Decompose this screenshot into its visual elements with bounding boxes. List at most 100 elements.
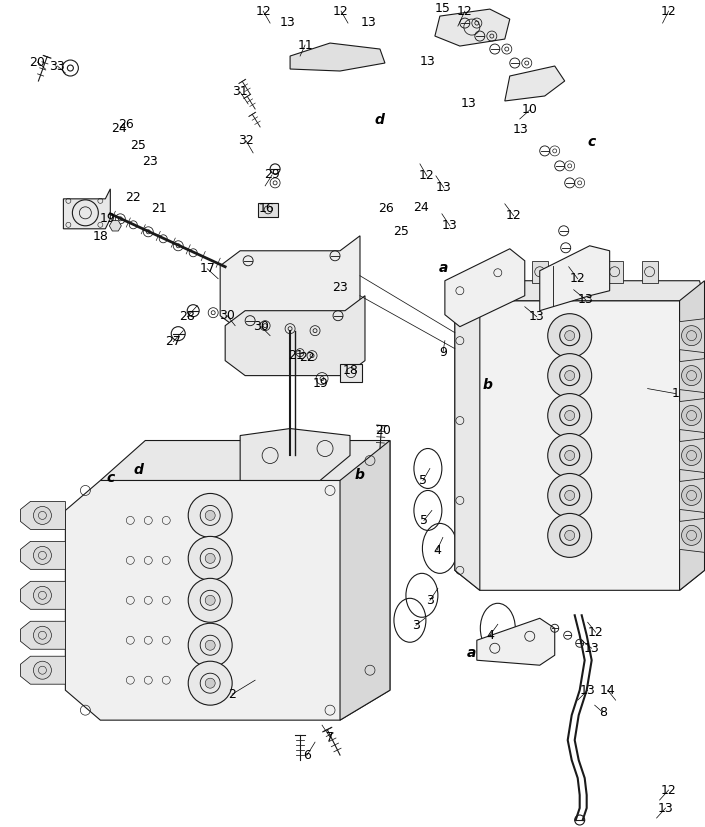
Text: 29: 29	[264, 169, 280, 181]
Text: 27: 27	[165, 335, 181, 348]
Text: 15: 15	[435, 2, 450, 15]
Circle shape	[33, 586, 51, 605]
Polygon shape	[480, 280, 704, 301]
Polygon shape	[455, 301, 480, 590]
Polygon shape	[100, 441, 390, 480]
Text: b: b	[483, 378, 493, 392]
Circle shape	[682, 525, 701, 545]
Text: b: b	[355, 468, 365, 482]
Text: 9: 9	[439, 347, 447, 359]
Text: 32: 32	[238, 135, 254, 147]
Text: c: c	[106, 471, 114, 485]
Text: d: d	[133, 463, 143, 477]
Text: 24: 24	[111, 122, 127, 136]
Circle shape	[682, 405, 701, 426]
Text: 10: 10	[522, 103, 538, 117]
Text: 13: 13	[584, 642, 599, 655]
Text: 6: 6	[303, 748, 311, 762]
Circle shape	[188, 662, 232, 705]
Polygon shape	[477, 619, 555, 665]
Text: 5: 5	[420, 514, 428, 527]
Text: 1: 1	[672, 387, 680, 400]
Text: 23: 23	[332, 281, 348, 294]
Text: 13: 13	[580, 684, 596, 696]
Text: 13: 13	[513, 123, 529, 136]
Text: 13: 13	[461, 98, 477, 111]
Text: 21: 21	[152, 203, 167, 215]
Text: 3: 3	[426, 594, 434, 607]
Text: 30: 30	[253, 320, 269, 333]
Polygon shape	[20, 657, 66, 684]
Circle shape	[33, 547, 51, 564]
Text: 13: 13	[420, 55, 436, 68]
Text: 26: 26	[118, 118, 134, 131]
Text: 4: 4	[433, 544, 441, 557]
Circle shape	[205, 595, 215, 605]
Circle shape	[565, 490, 575, 500]
Text: 5: 5	[419, 474, 427, 487]
Text: 21: 21	[288, 349, 304, 362]
Circle shape	[205, 553, 215, 563]
Circle shape	[188, 494, 232, 538]
Text: a: a	[467, 646, 477, 660]
Circle shape	[548, 474, 591, 518]
Circle shape	[188, 578, 232, 622]
Circle shape	[548, 313, 591, 357]
Polygon shape	[680, 479, 704, 513]
Text: 22: 22	[125, 191, 141, 204]
Polygon shape	[680, 359, 704, 393]
Polygon shape	[680, 399, 704, 433]
Polygon shape	[220, 236, 360, 331]
Circle shape	[682, 446, 701, 466]
Text: 24: 24	[413, 201, 429, 214]
Polygon shape	[455, 301, 704, 590]
Bar	[340, 364, 362, 381]
Circle shape	[33, 626, 51, 644]
Circle shape	[565, 331, 575, 341]
Text: 26: 26	[378, 203, 394, 215]
Polygon shape	[20, 501, 66, 529]
Circle shape	[205, 510, 215, 520]
Text: 13: 13	[442, 219, 458, 232]
Polygon shape	[680, 280, 704, 590]
Circle shape	[188, 537, 232, 581]
Bar	[572, 261, 588, 283]
Text: 18: 18	[343, 364, 359, 377]
Text: 12: 12	[457, 5, 473, 17]
Polygon shape	[680, 438, 704, 472]
Polygon shape	[20, 581, 66, 609]
Circle shape	[548, 433, 591, 477]
Circle shape	[548, 354, 591, 398]
Circle shape	[205, 678, 215, 688]
Circle shape	[548, 394, 591, 437]
Text: 12: 12	[419, 170, 435, 183]
Text: 12: 12	[570, 272, 586, 285]
Text: 12: 12	[255, 5, 271, 17]
Circle shape	[33, 506, 51, 524]
Text: 7: 7	[326, 730, 334, 743]
Polygon shape	[445, 249, 525, 327]
Text: 18: 18	[92, 230, 109, 243]
Text: 31: 31	[232, 85, 248, 98]
Text: 28: 28	[179, 310, 195, 323]
Text: 25: 25	[130, 140, 146, 152]
Circle shape	[548, 514, 591, 557]
Text: c: c	[587, 135, 596, 149]
Text: 12: 12	[588, 626, 603, 638]
Text: 23: 23	[142, 155, 158, 169]
Circle shape	[565, 410, 575, 421]
Polygon shape	[540, 246, 610, 311]
Circle shape	[565, 530, 575, 540]
Text: d: d	[374, 113, 384, 127]
Text: 20: 20	[375, 424, 391, 437]
Bar	[642, 261, 658, 283]
Text: 3: 3	[412, 619, 420, 632]
Circle shape	[205, 640, 215, 650]
Text: 12: 12	[661, 783, 677, 796]
Polygon shape	[63, 189, 110, 229]
Polygon shape	[240, 428, 350, 480]
Polygon shape	[435, 9, 510, 46]
Polygon shape	[225, 296, 365, 375]
Text: 14: 14	[600, 684, 615, 696]
Polygon shape	[109, 221, 121, 231]
